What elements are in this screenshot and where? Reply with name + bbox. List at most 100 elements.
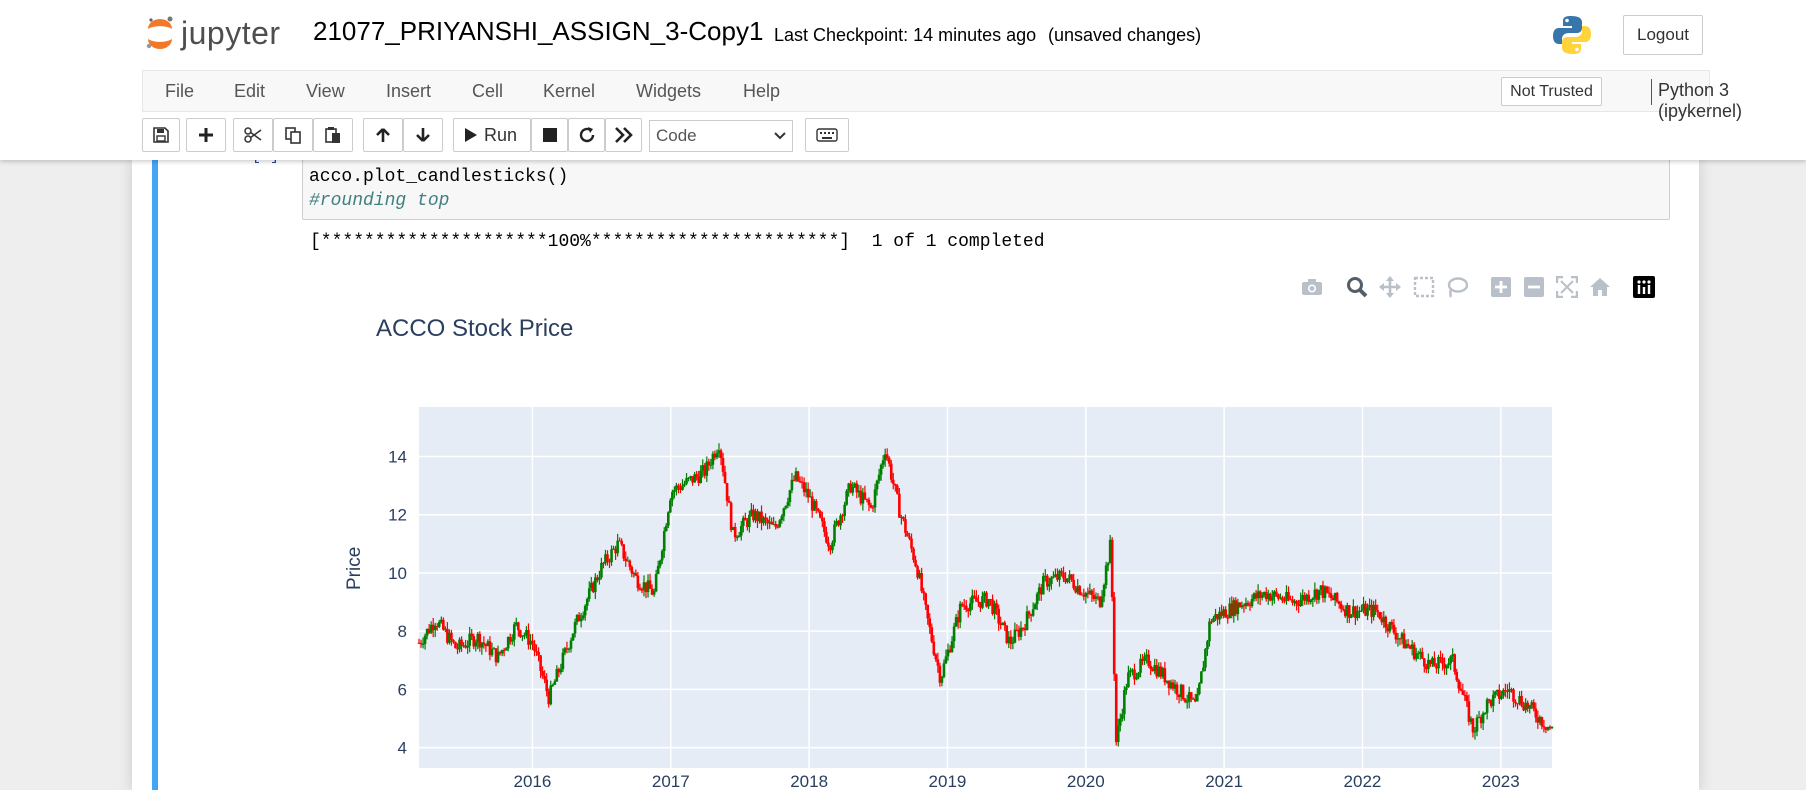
menu-file[interactable]: File: [165, 81, 194, 102]
candle-body: [1176, 684, 1179, 694]
x-tick-label: 2020: [1067, 772, 1105, 790]
candle-body: [586, 599, 589, 606]
y-tick-label: 10: [388, 564, 407, 583]
candle-body: [551, 685, 554, 686]
candle-body: [886, 454, 889, 458]
candle-body: [975, 597, 978, 601]
candle-body: [1003, 623, 1006, 626]
candle-body: [1107, 563, 1110, 565]
python-logo-icon: [1551, 14, 1593, 61]
notebook-header: jupyter 21077_PRIYANSHI_ASSIGN_3-Copy1 L…: [0, 0, 1806, 160]
candle-body: [730, 503, 733, 530]
candle-body: [1466, 695, 1469, 701]
candle-body: [1121, 714, 1124, 718]
candle-body: [785, 506, 788, 509]
candle-body: [657, 566, 660, 574]
menu-view[interactable]: View: [306, 81, 345, 102]
candle-body: [1113, 597, 1116, 674]
candle-body: [1445, 665, 1448, 668]
candle-body: [1036, 594, 1039, 604]
logout-button[interactable]: Logout: [1623, 15, 1703, 55]
candle-body: [851, 487, 854, 493]
jupyter-logo-text: jupyter: [181, 15, 281, 52]
candle-body: [1202, 668, 1205, 672]
candle-body: [787, 502, 790, 506]
candle-body: [560, 669, 563, 672]
move-cell-up-button[interactable]: [363, 118, 403, 152]
candle-body: [1105, 565, 1108, 585]
cell-type-value: Code: [656, 126, 697, 146]
candle-body: [819, 511, 822, 517]
menu-edit[interactable]: Edit: [234, 81, 265, 102]
candle-body: [616, 541, 619, 554]
candle-body: [1326, 587, 1329, 593]
candle-body: [1457, 680, 1460, 688]
cell-type-select[interactable]: Code: [649, 120, 793, 152]
candle-body: [1441, 658, 1444, 664]
candle-body: [422, 644, 425, 645]
candle-body: [1224, 609, 1227, 617]
candle-body: [744, 518, 747, 521]
candle-body: [888, 458, 891, 463]
move-cell-down-button[interactable]: [403, 118, 443, 152]
menu-widgets[interactable]: Widgets: [636, 81, 701, 102]
chevron-down-icon: [774, 132, 786, 140]
kernel-name[interactable]: Python 3 (ipykernel): [1658, 80, 1742, 122]
command-palette-button[interactable]: [805, 118, 849, 152]
menu-kernel[interactable]: Kernel: [543, 81, 595, 102]
restart-run-all-button[interactable]: [605, 118, 642, 152]
candle-body: [1103, 585, 1106, 597]
candle-body: [1127, 672, 1130, 687]
interrupt-kernel-button[interactable]: [531, 118, 568, 152]
restart-kernel-button[interactable]: [568, 118, 605, 152]
candle-body: [880, 465, 883, 475]
candle-body: [1091, 591, 1094, 595]
run-cell-button[interactable]: Run: [453, 118, 531, 152]
jupyter-logo[interactable]: jupyter: [145, 14, 281, 52]
menu-help[interactable]: Help: [743, 81, 780, 102]
copy-cell-button[interactable]: [273, 118, 313, 152]
menu-cell[interactable]: Cell: [472, 81, 503, 102]
candle-body: [1391, 622, 1394, 625]
trust-notebook-button[interactable]: Not Trusted: [1501, 77, 1602, 106]
candle-body: [953, 626, 956, 641]
candle-body: [1135, 677, 1138, 679]
candle-body: [1125, 687, 1128, 690]
x-tick-label: 2022: [1344, 772, 1382, 790]
candle-body: [914, 560, 917, 566]
candle-body: [928, 618, 931, 627]
candle-body: [906, 533, 909, 536]
candle-body: [774, 524, 777, 527]
save-button[interactable]: [142, 118, 180, 152]
candle-body: [1366, 608, 1369, 616]
candle-body: [720, 450, 723, 458]
candle-body: [908, 536, 911, 538]
candle-body: [1042, 576, 1045, 594]
x-tick-label: 2018: [790, 772, 828, 790]
candle-body: [995, 603, 998, 608]
candle-body: [1050, 578, 1053, 584]
candle-body: [1034, 604, 1037, 609]
candle-body: [1462, 690, 1465, 694]
x-tick-label: 2016: [514, 772, 552, 790]
candle-body: [1494, 692, 1497, 695]
candle-body: [1449, 656, 1452, 663]
candle-body: [1190, 692, 1193, 699]
insert-cell-button[interactable]: [186, 118, 226, 152]
candle-body: [1119, 719, 1122, 726]
candle-body: [1486, 699, 1489, 713]
candle-body: [878, 475, 881, 481]
cut-cell-button[interactable]: [233, 118, 273, 152]
candle-body: [452, 640, 455, 642]
notebook-name[interactable]: 21077_PRIYANSHI_ASSIGN_3-Copy1: [313, 16, 763, 47]
candle-body: [695, 474, 698, 476]
candle-body: [562, 653, 565, 669]
candle-body: [1200, 672, 1203, 684]
candle-body: [665, 526, 668, 531]
candle-body: [845, 491, 848, 505]
candle-body: [825, 532, 828, 543]
menu-insert[interactable]: Insert: [386, 81, 431, 102]
candle-body: [1147, 655, 1150, 666]
candle-body: [951, 641, 954, 652]
paste-cell-button[interactable]: [313, 118, 353, 152]
